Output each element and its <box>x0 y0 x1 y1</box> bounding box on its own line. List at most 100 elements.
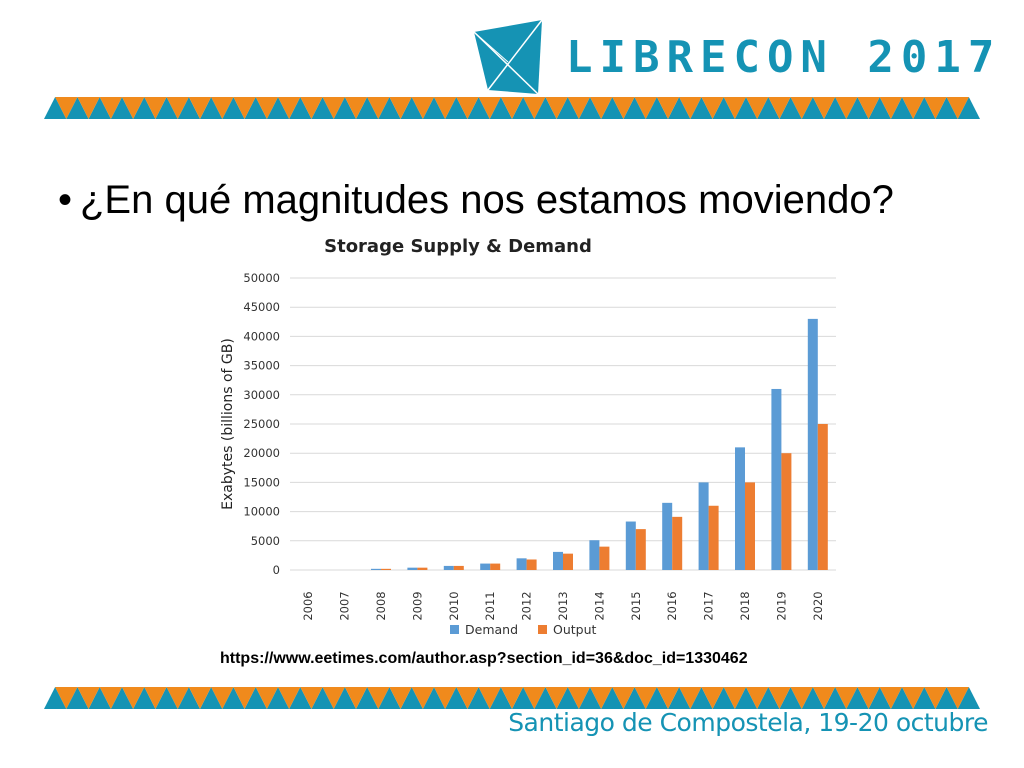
band-triangle-teal <box>88 97 111 119</box>
band-triangle-teal <box>155 687 178 709</box>
band-triangle-orange <box>344 97 368 119</box>
band-triangle-orange <box>723 687 746 709</box>
band-triangle-teal <box>913 687 936 709</box>
band-triangle-teal <box>890 687 914 709</box>
band-triangle-orange <box>567 687 590 709</box>
legend-swatch-demand <box>450 625 459 634</box>
band-triangle-teal <box>400 97 423 119</box>
y-tick-label: 5000 <box>251 534 280 548</box>
band-triangle-teal <box>445 687 468 709</box>
band-triangle-orange <box>500 687 524 709</box>
band-triangle-orange <box>122 97 145 119</box>
band-triangle-orange <box>166 687 189 709</box>
band-triangle-teal <box>913 97 936 119</box>
legend-swatch-output <box>538 625 547 634</box>
band-triangle-teal <box>556 97 579 119</box>
x-tick-label: 2012 <box>520 591 534 620</box>
band-triangle-teal <box>668 687 691 709</box>
y-tick-label: 15000 <box>243 475 280 489</box>
band-triangle-teal <box>44 97 67 119</box>
band-triangle-orange <box>99 97 122 119</box>
band-triangle-teal <box>200 97 223 119</box>
legend-label-output: Output <box>553 622 597 637</box>
band-triangle-teal <box>244 97 267 119</box>
band-triangle-orange <box>322 687 345 709</box>
bar-demand <box>771 388 782 570</box>
x-tick-label: 2011 <box>483 591 497 620</box>
band-triangle-teal <box>734 687 758 709</box>
band-triangle-teal <box>66 97 89 119</box>
chart-title: Storage Supply & Demand <box>324 236 592 257</box>
band-triangle-teal <box>534 687 557 709</box>
band-triangle-orange <box>500 97 524 119</box>
band-triangle-orange <box>812 687 836 709</box>
band-triangle-teal <box>356 687 379 709</box>
band-triangle-teal <box>244 687 267 709</box>
x-tick-label: 2015 <box>629 591 643 620</box>
band-triangle-orange <box>523 97 546 119</box>
y-axis-label: Exabytes (billions of GB) <box>220 338 236 510</box>
band-triangle-orange <box>322 97 345 119</box>
bar-demand <box>371 568 381 570</box>
band-triangle-teal <box>556 687 579 709</box>
bar-demand <box>589 540 600 570</box>
band-triangle-teal <box>957 687 980 709</box>
band-triangle-teal <box>935 97 958 119</box>
band-triangle-orange <box>300 97 323 119</box>
band-triangle-orange <box>300 687 323 709</box>
band-triangle-teal <box>266 687 290 709</box>
y-tick-label: 35000 <box>243 359 280 373</box>
band-triangle-teal <box>957 97 980 119</box>
band-triangle-orange <box>367 97 390 119</box>
band-triangle-orange <box>478 97 501 119</box>
x-tick-label: 2014 <box>592 591 606 620</box>
band-triangle-teal <box>846 97 869 119</box>
band-triangle-teal <box>110 687 134 709</box>
band-triangle-orange <box>456 97 479 119</box>
band-triangle-orange <box>701 687 724 709</box>
band-triangle-teal <box>868 97 891 119</box>
band-triangle-teal <box>690 687 713 709</box>
band-triangle-teal <box>645 687 668 709</box>
band-triangle-orange <box>434 687 457 709</box>
band-triangle-orange <box>857 687 880 709</box>
band-triangle-orange <box>188 97 212 119</box>
band-triangle-teal <box>289 687 312 709</box>
band-triangle-orange <box>746 97 769 119</box>
bar-output <box>381 568 391 570</box>
band-triangle-orange <box>545 97 568 119</box>
band-triangle-teal <box>378 97 401 119</box>
band-triangle-orange <box>924 687 947 709</box>
band-triangle-teal <box>757 97 780 119</box>
band-triangle-teal <box>44 687 67 709</box>
band-triangle-orange <box>902 97 925 119</box>
band-triangle-orange <box>99 687 122 709</box>
band-triangle-teal <box>177 687 200 709</box>
band-triangle-orange <box>634 97 657 119</box>
band-triangle-orange <box>456 687 479 709</box>
band-triangle-orange <box>612 687 635 709</box>
band-triangle-teal <box>578 97 602 119</box>
band-triangle-teal <box>668 97 691 119</box>
bullet-marker: • <box>58 178 73 222</box>
band-triangle-orange <box>590 687 613 709</box>
band-triangle-orange <box>768 97 791 119</box>
band-triangle-teal <box>155 97 178 119</box>
bar-output <box>635 529 646 570</box>
band-triangle-orange <box>523 687 546 709</box>
band-triangle-teal <box>734 97 758 119</box>
x-tick-label: 2010 <box>447 591 461 620</box>
band-triangle-orange <box>211 97 234 119</box>
band-triangle-teal <box>868 687 891 709</box>
bar-output <box>453 565 464 570</box>
band-triangle-orange <box>367 687 390 709</box>
band-triangle-orange <box>679 687 702 709</box>
bar-output <box>781 453 792 570</box>
band-triangle-orange <box>188 687 212 709</box>
y-tick-label: 40000 <box>243 329 280 343</box>
band-triangle-teal <box>333 97 356 119</box>
source-link[interactable]: https://www.eetimes.com/author.asp?secti… <box>220 650 748 667</box>
band-triangle-teal <box>422 687 446 709</box>
band-triangle-orange <box>233 687 256 709</box>
band-triangle-teal <box>88 687 111 709</box>
